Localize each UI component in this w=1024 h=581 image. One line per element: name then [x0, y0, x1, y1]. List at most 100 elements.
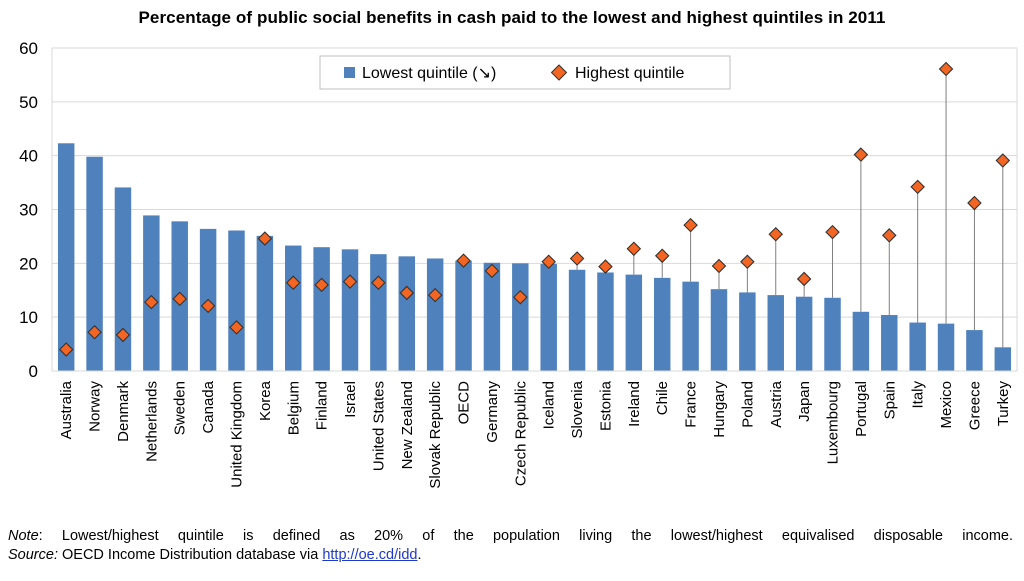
- y-tick-label: 40: [19, 147, 38, 166]
- marker-highest-quintile: [711, 258, 727, 274]
- bar-lowest-quintile: [483, 262, 501, 371]
- marker-highest-quintile: [285, 275, 301, 290]
- x-tick-label: Korea: [257, 380, 274, 421]
- bar-lowest-quintile: [512, 263, 529, 371]
- bar-lowest-quintile: [426, 258, 444, 371]
- note-line: Note: Lowest/highest quintile is defined…: [8, 527, 1013, 546]
- marker-highest-quintile: [484, 263, 500, 279]
- legend-label-lowest: Lowest quintile (↘): [362, 65, 496, 82]
- chart-title: Percentage of public social benefits in …: [138, 8, 886, 27]
- marker-highest-quintile: [598, 259, 613, 274]
- bar-lowest-quintile: [966, 330, 983, 371]
- marker-highest-quintile: [938, 61, 954, 77]
- note-label: Note: [8, 528, 39, 544]
- bar-lowest-quintile: [540, 263, 557, 371]
- marker-highest-quintile: [58, 342, 74, 357]
- x-tick-label: Italy: [910, 381, 927, 409]
- marker-highest-quintile: [569, 251, 585, 266]
- bar-lowest-quintile: [994, 347, 1012, 371]
- x-tick-label: Austria: [768, 380, 785, 427]
- bar-lowest-quintile: [682, 281, 699, 371]
- bar-lowest-quintile: [568, 269, 586, 371]
- note-block: Note: Lowest/highest quintile is defined…: [8, 527, 1013, 565]
- marker-highest-quintile: [654, 248, 670, 264]
- marker-highest-quintile: [257, 231, 273, 246]
- marker-highest-quintile: [399, 285, 415, 301]
- x-tick-label: Ireland: [626, 381, 643, 427]
- source-link[interactable]: http://oe.cd/idd: [322, 547, 418, 563]
- chart: 0 10 20 30 40 50 60 Australia Norway Denmark Neth…: [19, 39, 1018, 489]
- y-tick-label: 20: [19, 254, 38, 273]
- bar-lowest-quintile: [114, 187, 132, 371]
- legend: Lowest quintile (↘) Highest quintile: [319, 55, 731, 90]
- bar-lowest-quintile: [256, 235, 274, 371]
- x-tick-label: Luxembourg: [825, 381, 842, 464]
- x-tick-label: Estonia: [597, 380, 614, 431]
- marker-highest-quintile: [115, 327, 131, 343]
- x-tick-label: Iceland: [541, 381, 558, 429]
- y-axis-ticks: 0 10 20 30 40 50 60: [19, 39, 38, 381]
- x-tick-label: Finland: [314, 381, 331, 430]
- gridlines: [52, 47, 1017, 372]
- source-label: Source:: [8, 547, 58, 563]
- bar-lowest-quintile: [370, 254, 387, 371]
- bar-lowest-quintile: [143, 215, 160, 371]
- bars: [57, 143, 1012, 371]
- bar-lowest-quintile: [881, 315, 898, 371]
- marker-highest-quintile: [229, 320, 244, 335]
- bar-lowest-quintile: [852, 311, 870, 371]
- y-tick-label: 30: [19, 201, 38, 220]
- marker-highest-quintile: [144, 294, 159, 310]
- bar-lowest-quintile: [86, 156, 103, 371]
- bar-lowest-quintile: [285, 245, 302, 371]
- bar-lowest-quintile: [824, 297, 841, 371]
- source-end: .: [417, 547, 422, 563]
- markers: [58, 61, 1011, 357]
- bar-lowest-quintile: [767, 295, 784, 371]
- bar-lowest-quintile: [313, 247, 330, 371]
- bar-lowest-quintile: [909, 322, 926, 371]
- marker-highest-quintile: [796, 271, 812, 287]
- bar-lowest-quintile: [597, 272, 614, 371]
- marker-highest-quintile: [172, 291, 187, 307]
- marker-highest-quintile: [427, 287, 443, 303]
- bar-lowest-quintile: [57, 143, 75, 371]
- bar-lowest-quintile: [710, 289, 728, 371]
- x-tick-label: Slovenia: [569, 380, 586, 438]
- x-tick-label: Slovak Republic: [427, 381, 444, 489]
- x-axis-labels: Australia Norway Denmark Netherlands Sweden C…: [58, 380, 1012, 488]
- marker-highest-quintile: [768, 226, 784, 242]
- x-tick-label: Germany: [484, 381, 501, 443]
- y-tick-label: 50: [19, 93, 38, 112]
- bar-lowest-quintile: [228, 230, 245, 371]
- x-tick-label: United States: [370, 381, 387, 471]
- marker-highest-quintile: [541, 254, 556, 269]
- marker-highest-quintile: [683, 217, 698, 233]
- marker-highest-quintile: [882, 228, 897, 243]
- x-tick-label: United Kingdom: [228, 381, 245, 488]
- y-tick-label: 60: [19, 39, 38, 58]
- marker-highest-quintile: [967, 195, 982, 211]
- legend-swatch-lowest: [344, 67, 355, 78]
- x-tick-label: Denmark: [115, 381, 132, 442]
- x-tick-label: Mexico: [938, 381, 955, 429]
- marker-highest-quintile: [825, 224, 840, 240]
- marker-highest-quintile: [853, 147, 869, 162]
- bar-lowest-quintile: [341, 249, 359, 371]
- plot-area-border: [51, 47, 1018, 372]
- x-tick-label: Poland: [739, 381, 756, 428]
- x-tick-label: Japan: [796, 381, 813, 422]
- bar-lowest-quintile: [625, 274, 643, 371]
- marker-highest-quintile: [513, 289, 528, 305]
- x-tick-label: Australia: [58, 380, 75, 439]
- x-tick-label: Czech Republic: [512, 381, 529, 487]
- bar-lowest-quintile: [795, 296, 813, 371]
- marker-highest-quintile: [626, 241, 642, 257]
- x-tick-label: Portugal: [853, 381, 870, 437]
- x-tick-label: Norway: [87, 381, 104, 432]
- x-tick-label: Turkey: [995, 381, 1012, 427]
- x-tick-label: Netherlands: [143, 381, 160, 462]
- x-tick-label: Hungary: [711, 381, 728, 438]
- legend-swatch-highest: [550, 64, 568, 81]
- bar-lowest-quintile: [653, 277, 671, 371]
